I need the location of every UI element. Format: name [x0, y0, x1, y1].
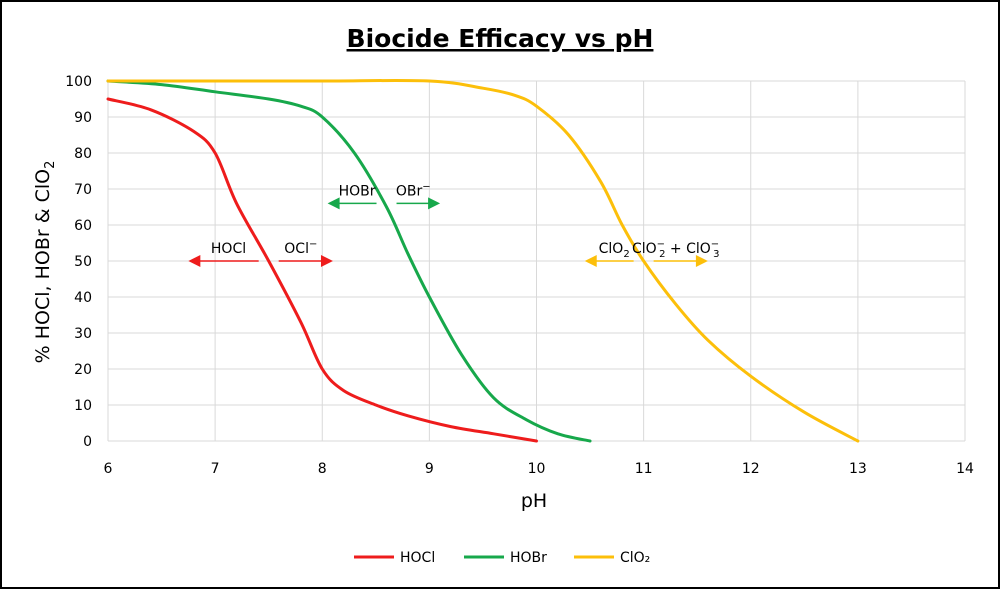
- y-tick-label: 40: [74, 290, 92, 306]
- y-tick-label: 0: [83, 434, 92, 450]
- arrow-right-head: [428, 197, 441, 210]
- annotation-right-superscript: −: [422, 181, 430, 192]
- x-tick-label: 13: [849, 461, 867, 477]
- annotation-right-label: OCl−: [284, 239, 317, 257]
- annotation-right-text: OCl: [284, 241, 309, 257]
- annotation-left-text: HOCl: [211, 241, 246, 257]
- annotation-left-label: ClO2: [599, 241, 630, 260]
- annotation-left-label: HOBr: [339, 183, 376, 199]
- annotation-right-label: ClO− 2 + ClO− 3: [632, 239, 720, 260]
- annotation-right-subscript: 2: [659, 249, 665, 260]
- annotation-right-mid-text: + ClO: [665, 241, 710, 257]
- y-tick-label: 20: [74, 362, 92, 378]
- annotation-right-superscript: −: [657, 239, 665, 250]
- legend-item-0: HOCl: [354, 550, 435, 566]
- legend-item-1: HOBr: [464, 550, 547, 566]
- legend-item-2: ClO₂: [574, 550, 650, 566]
- legend: HOCl HOBr ClO₂: [354, 550, 650, 566]
- x-tick-label: 11: [635, 461, 653, 477]
- y-tick-label: 70: [74, 182, 92, 198]
- arrow-left-head: [188, 255, 201, 267]
- legend-label: ClO₂: [620, 550, 650, 566]
- annotations: HOCl OCl−HOBr OBr−ClO2 ClO− 2 + ClO− 3: [188, 181, 720, 267]
- annotation-right-text: ClO: [632, 241, 657, 257]
- annotation-right-subscript-2: 3: [713, 249, 719, 260]
- x-tick-label: 9: [425, 461, 434, 477]
- annotation-right-label: OBr−: [396, 181, 431, 199]
- annotation-right-superscript: −: [309, 239, 317, 250]
- y-axis-title: % HOCl, HOBr & ClO2: [32, 161, 58, 364]
- chart-title: Biocide Efficacy vs pH: [347, 24, 654, 53]
- annotation-hocl: HOCl OCl−: [188, 239, 333, 267]
- x-tick-label: 12: [742, 461, 760, 477]
- annotation-right-text: OBr: [396, 183, 423, 199]
- annotation-hobr: HOBr OBr−: [327, 181, 441, 210]
- annotation-left-text: HOBr: [339, 183, 376, 199]
- annotation-left-text: ClO: [599, 241, 624, 257]
- x-tick-labels: 6 7 8 9 10 11 12 13 14: [104, 461, 974, 477]
- y-axis-title-main: % HOCl, HOBr & ClO: [32, 169, 54, 363]
- arrow-right-head: [695, 255, 708, 267]
- series-line-0: [106, 97, 538, 443]
- y-tick-label: 100: [65, 74, 92, 90]
- arrow-right-head: [320, 255, 333, 267]
- annotation-left-subscript: 2: [623, 249, 629, 260]
- x-tick-label: 6: [104, 461, 113, 477]
- series-lines: [106, 78, 860, 443]
- annotation-left-label: HOCl: [211, 241, 246, 257]
- y-tick-label: 60: [74, 218, 92, 234]
- y-tick-label: 50: [74, 254, 92, 270]
- series-line-2: [106, 78, 860, 443]
- x-axis-title: pH: [521, 490, 547, 512]
- x-tick-label: 10: [528, 461, 546, 477]
- series-line-1: [106, 79, 592, 443]
- arrow-left-head: [584, 255, 597, 267]
- x-tick-label: 8: [318, 461, 327, 477]
- y-tick-label: 30: [74, 326, 92, 342]
- x-tick-label: 7: [211, 461, 220, 477]
- y-tick-label: 90: [74, 110, 92, 126]
- annotation-right-superscript-2: −: [711, 239, 719, 250]
- arrow-left-head: [327, 197, 340, 210]
- x-tick-label: 14: [956, 461, 974, 477]
- legend-label: HOBr: [510, 550, 547, 566]
- y-tick-labels: 0 10 20 30 40 50 60 70 80 90 100: [65, 74, 92, 450]
- y-axis-title-subscript: 2: [43, 161, 58, 169]
- legend-label: HOCl: [400, 550, 435, 566]
- y-tick-label: 80: [74, 146, 92, 162]
- annotation-clo2: ClO2 ClO− 2 + ClO− 3: [584, 239, 720, 267]
- y-tick-label: 10: [74, 398, 92, 414]
